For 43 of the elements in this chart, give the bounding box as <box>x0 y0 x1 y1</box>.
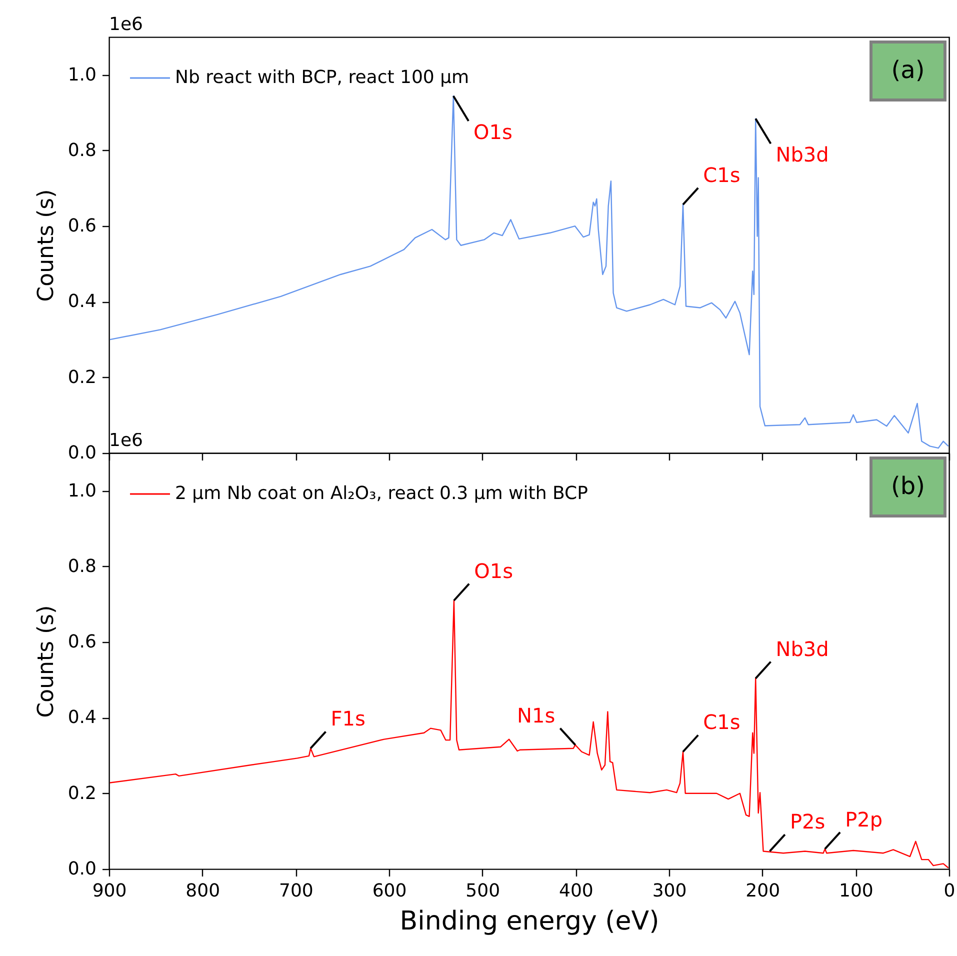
y-tick-label: 0.2 <box>68 366 96 388</box>
x-tick-label: 300 <box>652 880 687 902</box>
annotation: Nb3d <box>776 636 829 661</box>
x-tick-label: 400 <box>558 880 594 902</box>
y-tick-label: 0.2 <box>68 782 96 804</box>
x-tick-label: 100 <box>838 880 874 902</box>
y-tick-label: 0.0 <box>68 858 96 880</box>
y-axis-title: Counts (s) <box>34 189 59 302</box>
x-tick-label: 900 <box>92 880 127 902</box>
y-tick-label: 0.6 <box>68 216 96 237</box>
y-axis-title: Counts (s) <box>34 605 59 718</box>
annotation: 1e6 <box>109 430 143 451</box>
annotation: O1s <box>474 120 512 144</box>
annotation: P2p <box>845 807 883 832</box>
y-tick-label: 0.6 <box>68 632 96 653</box>
x-tick-label: 500 <box>466 880 500 902</box>
y-tick-label: 0.4 <box>68 291 96 312</box>
x-tick-label: 600 <box>372 880 407 902</box>
y-tick-label: 0.8 <box>68 556 96 577</box>
y-tick-label: 0.4 <box>68 707 96 728</box>
x-tick-label: 200 <box>746 880 780 902</box>
legend-label: Nb react with BCP, react 100 μm <box>175 67 470 88</box>
line-series <box>109 600 949 868</box>
annotation: O1s <box>474 558 514 583</box>
text: 1e6 <box>109 14 143 35</box>
x-tick-label: 800 <box>186 880 220 902</box>
annotation: F1s <box>330 706 366 731</box>
x-tick-label: 700 <box>278 880 314 902</box>
text: (a) <box>891 56 925 84</box>
annotation: C1s <box>703 162 740 187</box>
annotation: Nb3d <box>776 142 829 167</box>
y-tick-label: 1.0 <box>68 64 96 86</box>
x-tick-label: 0 <box>944 880 956 902</box>
line-series <box>109 95 949 449</box>
annotation: C1s <box>703 710 740 734</box>
y-tick-label: 0.8 <box>68 140 96 161</box>
y-tick-label: 1.0 <box>68 480 96 502</box>
annotation: N1s <box>517 703 556 728</box>
x-axis-title: Binding energy (eV) <box>400 906 660 936</box>
y-tick-label: 0.0 <box>68 442 96 464</box>
legend-label: 2 μm Nb coat on Al₂O₃, react 0.3 μm with BCP <box>175 483 588 504</box>
annotation: P2s <box>790 810 826 834</box>
text: (b) <box>891 472 925 500</box>
